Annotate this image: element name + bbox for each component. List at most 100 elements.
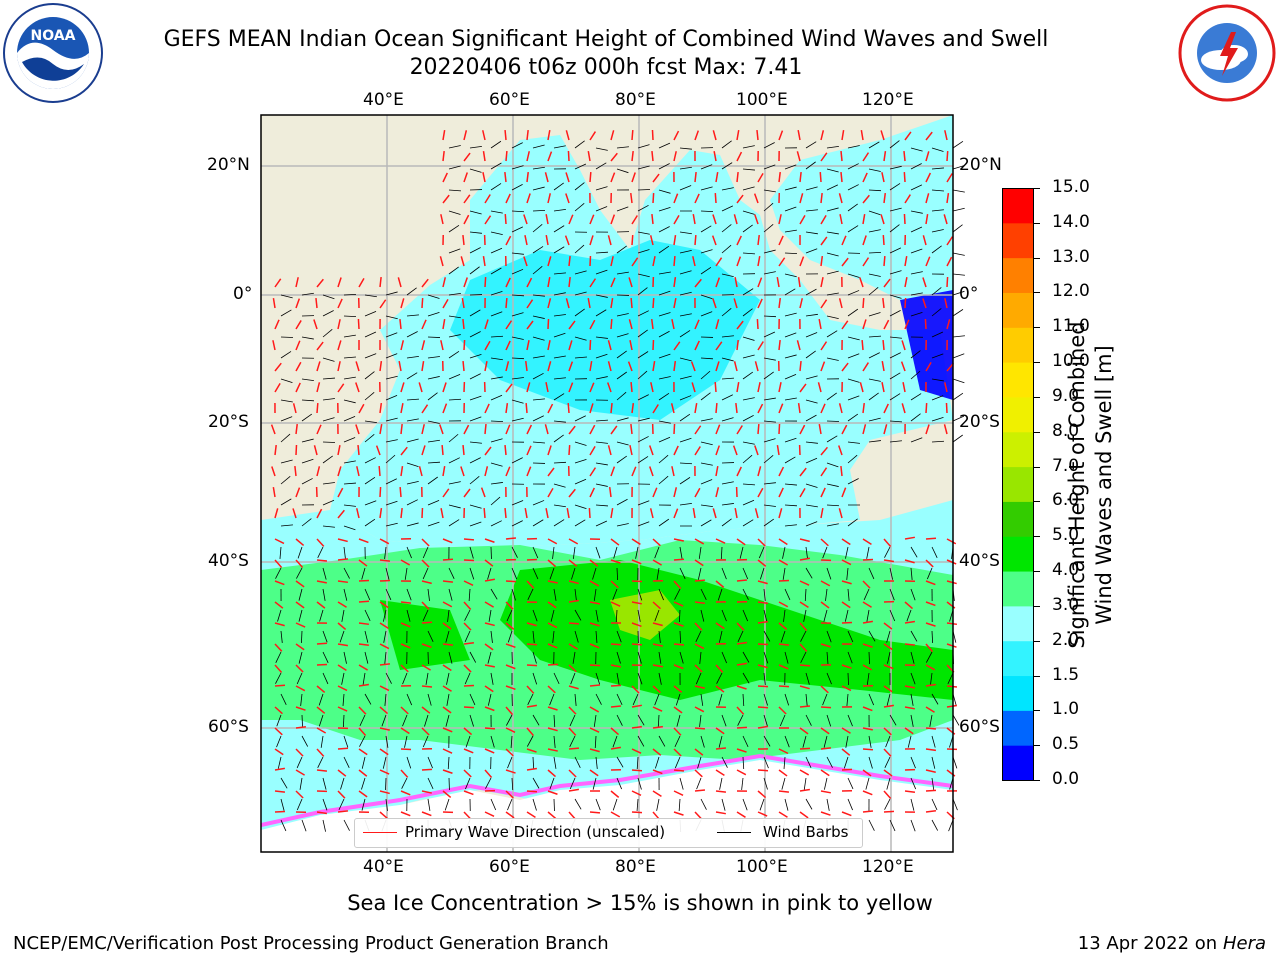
wave-direction-arrow	[904, 297, 907, 309]
wave-direction-arrow	[463, 622, 472, 631]
wave-direction-arrow	[799, 424, 806, 435]
wind-barb	[931, 798, 938, 811]
wind-barb	[784, 693, 790, 706]
wave-direction-arrow	[754, 361, 759, 372]
wave-direction-arrow	[838, 445, 843, 456]
wave-direction-arrow	[650, 318, 654, 330]
wind-barb	[805, 546, 808, 559]
colorbar-tick-label: 12.0	[1052, 281, 1090, 302]
wind-barb	[385, 500, 398, 506]
wave-direction-arrow	[715, 445, 721, 456]
wind-barb	[532, 651, 537, 664]
wind-barb	[656, 567, 660, 580]
wind-barb	[742, 756, 745, 770]
wave-direction-arrow	[631, 790, 642, 797]
wave-direction-arrow	[862, 748, 874, 751]
wave-direction-arrow	[274, 538, 285, 545]
wave-direction-arrow	[820, 341, 828, 351]
wind-barb	[700, 370, 711, 380]
wind-barb	[469, 331, 481, 338]
wave-direction-arrow	[484, 685, 494, 693]
wave-direction-arrow	[421, 727, 430, 736]
wind-barb	[868, 819, 875, 831]
wind-barb	[889, 224, 900, 233]
wind-barb	[532, 630, 535, 643]
wind-barb	[385, 454, 396, 464]
wind-barb	[847, 308, 859, 317]
wave-direction-arrow	[589, 748, 600, 753]
colorbar-segment	[1002, 362, 1034, 398]
wave-direction-arrow	[690, 361, 696, 372]
wind-barb	[490, 394, 503, 401]
wind-barb	[490, 482, 503, 485]
wind-barb	[341, 672, 345, 685]
wave-direction-arrow	[589, 235, 594, 246]
wave-direction-arrow	[589, 487, 596, 498]
wave-direction-arrow	[505, 790, 514, 799]
wind-barb	[572, 546, 576, 559]
wind-barb	[637, 144, 650, 149]
wave-direction-arrow	[778, 382, 782, 393]
wind-barb	[784, 456, 796, 464]
wind-barb	[569, 777, 576, 790]
wave-direction-arrow	[820, 811, 831, 816]
wave-direction-arrow	[379, 299, 387, 309]
wave-direction-arrow	[862, 727, 873, 731]
wave-direction-arrow	[400, 423, 403, 435]
wind-barb	[570, 672, 576, 685]
wave-direction-arrow	[631, 215, 638, 225]
wind-barb	[784, 252, 798, 255]
lat-label-right: 20°N	[959, 155, 1002, 175]
wave-direction-arrow	[799, 622, 808, 631]
wind-barb	[910, 292, 923, 296]
wind-barb	[802, 735, 807, 748]
wind-barb	[490, 672, 494, 685]
wave-direction-arrow	[904, 256, 908, 267]
wind-barb	[364, 371, 375, 380]
wind-barb	[406, 438, 419, 443]
wave-direction-arrow	[902, 382, 906, 393]
colorbar-tick-label: 1.5	[1052, 664, 1080, 685]
wave-direction-arrow	[882, 234, 885, 246]
wave-direction-arrow	[337, 298, 343, 309]
wind-barb	[385, 439, 398, 443]
wave-direction-arrow	[588, 507, 591, 519]
wave-direction-arrow	[712, 298, 717, 309]
wave-direction-arrow	[736, 171, 739, 183]
wave-direction-arrow	[547, 256, 552, 267]
wave-direction-arrow	[355, 382, 360, 393]
wind-barb	[952, 140, 964, 149]
wind-barb	[406, 609, 411, 622]
wave-direction-arrow	[841, 559, 852, 566]
wind-barb	[553, 314, 566, 317]
wave-direction-arrow	[799, 643, 808, 652]
wave-direction-arrow	[525, 360, 528, 372]
wind-barb	[549, 567, 555, 580]
wind-barb	[532, 224, 543, 233]
wind-barb	[700, 609, 705, 622]
wind-barb	[532, 186, 545, 191]
wind-barb	[783, 609, 786, 622]
wave-direction-arrow	[652, 748, 662, 756]
wave-direction-arrow	[883, 403, 889, 414]
wave-direction-arrow	[610, 559, 621, 564]
wind-barb	[658, 290, 671, 296]
wave-direction-arrow	[820, 403, 826, 414]
wave-direction-arrow	[694, 446, 701, 456]
wind-barb	[280, 798, 285, 811]
wind-barb	[322, 588, 326, 601]
wind-barb	[737, 630, 744, 643]
wave-direction-arrow	[295, 277, 299, 288]
wind-barb	[910, 210, 923, 214]
wind-barb	[910, 546, 918, 558]
wind-barb	[763, 756, 769, 769]
wave-direction-arrow	[295, 643, 305, 651]
wind-barb	[593, 714, 597, 727]
colorbar-segment	[1002, 605, 1034, 642]
wind-barb	[571, 567, 576, 580]
wind-barb	[553, 332, 566, 338]
wind-barb	[847, 651, 853, 664]
wind-barb	[784, 798, 789, 811]
wave-direction-arrow	[379, 424, 383, 435]
wave-direction-arrow	[841, 320, 849, 330]
